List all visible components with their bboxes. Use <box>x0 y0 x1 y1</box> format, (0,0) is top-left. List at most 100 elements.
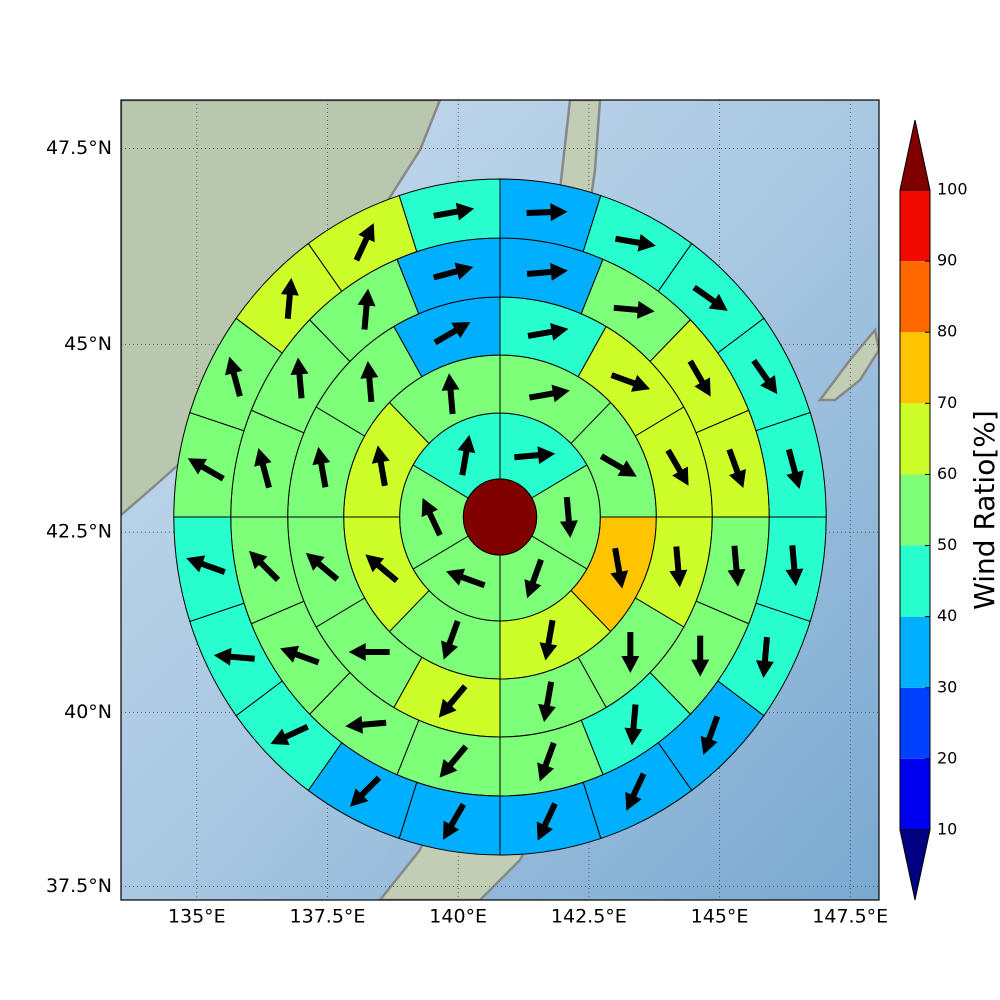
wind-arrow <box>669 546 688 588</box>
wind-arrow <box>441 620 461 660</box>
colorbar-extend-min <box>899 829 931 901</box>
wind-rose <box>173 178 827 856</box>
colorbar-label: Wind Ratio[%] <box>968 410 1000 610</box>
center-calm <box>462 478 538 556</box>
wind-arrow <box>524 558 544 599</box>
colorbar-tick-label: 70 <box>937 393 957 412</box>
colorbar-bin <box>900 332 930 404</box>
colorbar-frame <box>899 189 931 831</box>
wind-arrow <box>225 356 243 398</box>
y-tick-label: 40°N <box>64 701 112 723</box>
wind-arrow <box>280 277 299 320</box>
wind-arrow <box>457 434 476 476</box>
wind-arrow <box>691 635 710 677</box>
wind-arrow <box>441 373 460 415</box>
wind-arrow <box>751 358 778 395</box>
wind-arrow <box>290 357 309 399</box>
wind-arrow <box>665 448 689 486</box>
wind-arrow <box>438 684 468 718</box>
x-tick-label: 142.5°E <box>551 906 627 928</box>
colorbar-tick-label: 10 <box>937 820 957 839</box>
wind-arrow <box>442 802 467 840</box>
y-tick-label: 45°N <box>64 333 112 355</box>
wind-arrow <box>727 545 746 587</box>
colorbar-bin <box>900 261 930 333</box>
wind-arrow <box>692 284 728 311</box>
wind-arrow <box>526 262 568 281</box>
axis-labels: 135°E 137.5°E 140°E 142.5°E 145°E 147.5°E 37.5… <box>46 137 888 928</box>
wind-arrow <box>539 619 558 661</box>
colorbar-bin <box>900 190 930 262</box>
x-tick-label: 137.5°E <box>290 906 366 928</box>
wind-arrow <box>371 445 390 487</box>
colorbar-tick-label: 90 <box>937 251 957 270</box>
wind-arrow <box>305 552 340 582</box>
colorbar-tick-label: 100 <box>937 180 968 199</box>
wind-arrow <box>345 715 387 734</box>
y-tick-label: 42.5°N <box>46 521 112 543</box>
wind-arrow <box>625 772 647 811</box>
wind-arrow <box>755 636 774 678</box>
wind-arrow <box>365 554 399 584</box>
wind-arrow <box>610 372 651 392</box>
y-tick-label: 47.5°N <box>46 137 112 159</box>
wind-arrow <box>599 453 637 477</box>
colorbar-extend-max <box>899 119 931 191</box>
y-tick-label: 37.5°N <box>46 875 112 897</box>
wind-arrow <box>353 223 375 262</box>
wind-arrow <box>432 262 474 281</box>
wind-arrow <box>254 448 272 489</box>
wind-arrow <box>312 446 331 488</box>
wind-arrow <box>610 547 629 589</box>
wind-arrow <box>249 550 281 582</box>
wind-arrow <box>700 715 721 755</box>
colorbar-bin <box>900 687 930 759</box>
wind-arrow <box>527 322 569 341</box>
colorbar-tick-label: 30 <box>937 677 957 696</box>
colorbar-tick-label: 20 <box>937 748 957 767</box>
wind-arrow <box>433 322 471 346</box>
wind-arrow <box>538 681 556 723</box>
wind-arrow <box>528 384 570 403</box>
wind-arrow <box>433 202 475 221</box>
colorbar-tick-label: 50 <box>937 535 957 554</box>
wind-arrow <box>624 704 643 746</box>
wind-arrow <box>537 741 557 782</box>
x-tick-label: 135°E <box>168 906 226 928</box>
colorbar-bin <box>900 474 930 546</box>
wind-arrow <box>526 203 568 222</box>
wind-arrow <box>187 458 225 482</box>
wind-arrow <box>514 446 556 465</box>
wind-arrow <box>613 300 655 319</box>
wind-arrow <box>439 744 469 778</box>
colorbar-tick-label: 60 <box>937 464 957 483</box>
colorbar-bin <box>900 403 930 475</box>
map-frame <box>120 99 880 901</box>
wind-arrow <box>614 233 656 252</box>
wind-arrow <box>270 723 309 745</box>
wind-arrow <box>559 496 578 538</box>
wind-arrow <box>357 288 376 330</box>
wind-arrow <box>186 555 226 575</box>
wind-arrow <box>348 643 390 662</box>
wind-arrow <box>446 568 486 589</box>
wind-arrow <box>536 802 558 841</box>
x-tick-label: 147.5°E <box>812 906 888 928</box>
wind-arrow <box>280 645 320 666</box>
wind-arrow <box>785 545 804 587</box>
colorbar-tick-label: 40 <box>937 606 957 625</box>
colorbar-tick-label: 80 <box>937 322 957 341</box>
x-tick-label: 140°E <box>429 906 487 928</box>
colorbar: 10 20 30 40 50 60 70 80 90 100 <box>899 119 968 901</box>
colorbar-bin <box>900 545 930 617</box>
x-tick-label: 145°E <box>691 906 749 928</box>
wind-arrow <box>360 361 379 403</box>
wind-arrow <box>349 775 382 807</box>
wind-arrow <box>687 359 711 397</box>
colorbar-bin <box>900 758 930 830</box>
wind-arrow <box>213 647 255 666</box>
wind-arrow <box>421 497 443 537</box>
wind-arrow <box>785 448 804 490</box>
wind-arrow <box>726 448 746 489</box>
